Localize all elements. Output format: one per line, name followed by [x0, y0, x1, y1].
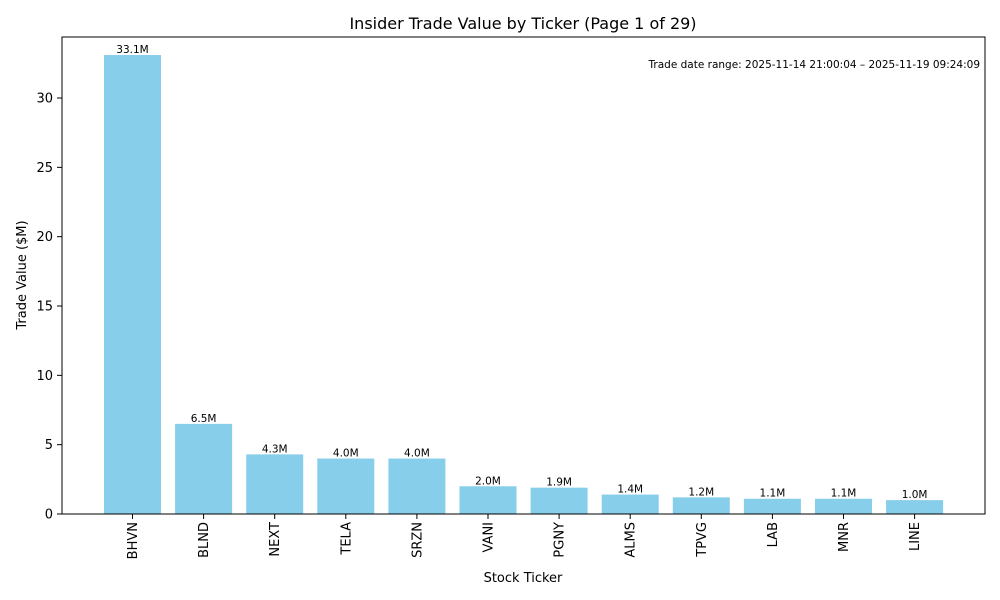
x-tick-label: MNR: [837, 522, 852, 552]
x-axis-label: Stock Ticker: [484, 571, 563, 586]
bar-value-label: 1.1M: [831, 488, 857, 500]
x-tick-label: TELA: [339, 522, 354, 556]
bar-bhvn: [104, 55, 161, 515]
bar-value-label: 4.0M: [333, 448, 359, 460]
bar-value-label: 2.0M: [475, 475, 501, 487]
y-tick-label: 0: [45, 508, 53, 523]
bar-srzn: [388, 458, 446, 514]
bar-pgny: [530, 487, 588, 514]
bar-next: [246, 454, 304, 514]
chart-title: Insider Trade Value by Ticker (Page 1 of…: [349, 14, 696, 33]
y-tick-label: 30: [36, 92, 53, 107]
x-tick-label: LINE: [908, 522, 923, 551]
bar-value-label: 6.5M: [191, 413, 217, 425]
bar-value-label: 1.4M: [617, 484, 643, 496]
date-range-annotation: Trade date range: 2025-11-14 21:00:04 – …: [648, 59, 980, 71]
x-tick-label: NEXT: [268, 522, 283, 557]
bar-labels-group: 33.1M 6.5M 4.3M 4.0M 4.0M 2.0M 1.9M 1.4M 1.2M 1.1…: [116, 44, 927, 501]
bar-value-label: 4.3M: [262, 443, 288, 455]
bar-value-label: 1.2M: [688, 486, 714, 498]
x-tick-label: ALMS: [624, 522, 639, 558]
bar-alms: [601, 494, 659, 514]
x-axis: BHVN BLND NEXT TELA SRZN VANI PGNY ALMS TPVG LAB M…: [126, 514, 923, 559]
bar-blnd: [175, 423, 233, 514]
bar-value-label: 33.1M: [116, 44, 148, 56]
x-tick-label: PGNY: [553, 522, 568, 558]
y-tick-label: 10: [36, 369, 53, 384]
bar-tela: [317, 458, 375, 514]
bar-mnr: [815, 498, 872, 514]
bar-vani: [459, 486, 517, 514]
x-tick-label: VANI: [482, 522, 497, 553]
bar-line: [886, 500, 944, 514]
x-tick-label: TPVG: [695, 522, 710, 558]
y-tick-label: 25: [36, 161, 53, 176]
bar-value-label: 1.0M: [902, 489, 928, 501]
bar-tpvg: [672, 497, 730, 514]
x-tick-label: BHVN: [126, 522, 141, 559]
bar-value-label: 1.1M: [760, 488, 786, 500]
y-axis-label: Trade Value ($M): [15, 220, 30, 330]
bar-value-label: 4.0M: [404, 448, 430, 460]
bar-lab: [743, 498, 801, 514]
x-tick-label: BLND: [197, 522, 212, 558]
y-tick-label: 20: [36, 230, 53, 245]
bar-value-label: 1.9M: [546, 477, 572, 489]
y-tick-label: 15: [36, 300, 53, 315]
x-tick-label: SRZN: [410, 522, 425, 558]
y-tick-label: 5: [45, 438, 53, 453]
plot-frame: [61, 36, 986, 515]
bars-group: [104, 55, 944, 515]
y-axis: 0 5 10 15 20 25 30: [36, 92, 62, 523]
x-tick-label: LAB: [766, 522, 781, 547]
